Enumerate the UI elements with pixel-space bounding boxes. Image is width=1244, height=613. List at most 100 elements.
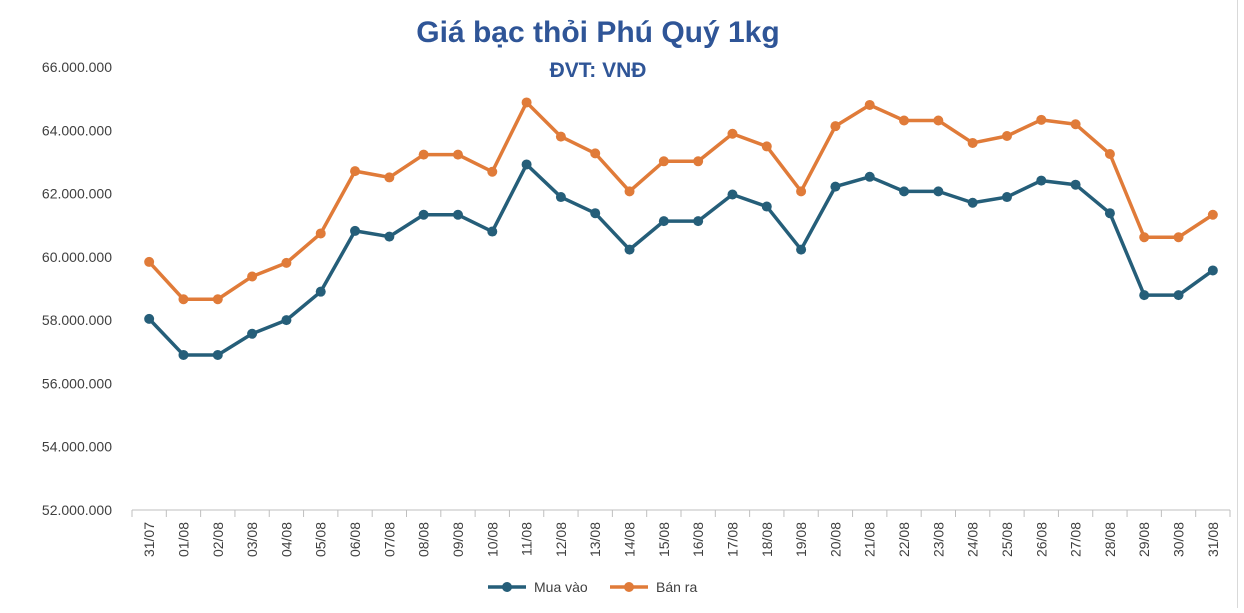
x-tick-label: 02/08 [210,522,226,557]
x-tick-label: 05/08 [313,522,329,557]
data-point[interactable] [350,166,361,177]
y-tick-label: 52.000.000 [42,502,112,518]
data-point[interactable] [899,115,910,126]
data-point[interactable] [418,209,429,220]
data-point[interactable] [418,149,429,160]
data-point[interactable] [727,128,738,139]
data-point[interactable] [212,349,223,360]
data-point[interactable] [658,216,669,227]
x-tick-label: 01/08 [175,522,191,557]
data-point[interactable] [1139,290,1150,301]
data-point[interactable] [247,328,258,339]
data-point[interactable] [178,294,189,305]
chart-subtitle: ĐVT: VNĐ [550,59,647,82]
data-point[interactable] [1207,265,1218,276]
data-point[interactable] [1001,130,1012,141]
data-point[interactable] [624,244,635,255]
data-point[interactable] [212,294,223,305]
data-point[interactable] [521,159,532,170]
data-point[interactable] [967,197,978,208]
data-point[interactable] [1104,149,1115,160]
data-point[interactable] [1070,119,1081,130]
data-point[interactable] [796,186,807,197]
x-tick-label: 24/08 [965,522,981,557]
data-point[interactable] [1001,192,1012,203]
y-tick-label: 54.000.000 [42,439,112,455]
legend-marker [624,582,634,592]
data-point[interactable] [1104,208,1115,219]
series-ban-ra [144,97,1218,305]
data-point[interactable] [761,141,772,152]
data-point[interactable] [727,189,738,200]
data-point[interactable] [144,256,155,267]
chart-title: Giá bạc thỏi Phú Quý 1kg [416,16,779,49]
x-axis-ticks: 31/07 01/08 02/08 03/08 04/08 05/08 06/08 07/08… [131,510,1231,557]
legend: Mua vào Bán ra [488,579,697,595]
series-line [147,162,1214,357]
data-point[interactable] [933,186,944,197]
data-point[interactable] [1139,232,1150,243]
data-point[interactable] [830,181,841,192]
data-point[interactable] [315,228,326,239]
x-tick-label: 03/08 [244,522,260,557]
x-tick-label: 12/08 [553,522,569,557]
data-point[interactable] [658,156,669,167]
data-point[interactable] [1207,209,1218,220]
data-point[interactable] [521,97,532,108]
data-point[interactable] [384,172,395,183]
data-point[interactable] [487,166,498,177]
x-tick-label: 28/08 [1102,522,1118,557]
data-point[interactable] [1070,179,1081,190]
data-point[interactable] [281,315,292,326]
data-point[interactable] [452,209,463,220]
right-border [1237,0,1238,608]
data-point[interactable] [384,231,395,242]
data-point[interactable] [487,226,498,237]
x-tick-label: 11/08 [519,522,535,556]
x-tick-label: 04/08 [278,522,294,557]
data-point[interactable] [350,225,361,236]
data-point[interactable] [864,99,875,110]
data-point[interactable] [967,137,978,148]
y-tick-label: 64.000.000 [42,122,112,138]
x-tick-label: 08/08 [416,522,432,557]
data-point[interactable] [624,186,635,197]
data-point[interactable] [315,286,326,297]
x-tick-label: 17/08 [724,522,740,557]
data-point[interactable] [693,216,704,227]
data-point[interactable] [281,257,292,268]
data-point[interactable] [247,271,258,282]
x-tick-label: 13/08 [587,522,603,557]
data-point[interactable] [590,148,601,159]
data-point[interactable] [178,349,189,360]
x-tick-label: 10/08 [484,522,500,557]
data-point[interactable] [761,201,772,212]
data-point[interactable] [933,115,944,126]
data-point[interactable] [590,208,601,219]
x-tick-label: 18/08 [759,522,775,557]
x-tick-label: 06/08 [347,522,363,557]
data-point[interactable] [830,121,841,132]
data-point[interactable] [144,313,155,324]
y-tick-label: 58.000.000 [42,312,112,328]
x-tick-label: 20/08 [827,522,843,557]
legend-marker [502,582,512,592]
data-point[interactable] [555,192,566,203]
x-tick-label: 09/08 [450,522,466,557]
data-point[interactable] [864,171,875,182]
data-point[interactable] [1036,175,1047,186]
x-tick-label: 22/08 [896,522,912,557]
data-point[interactable] [452,149,463,160]
data-point[interactable] [1173,290,1184,301]
y-tick-label: 62.000.000 [42,186,112,202]
x-tick-label: 21/08 [862,522,878,557]
data-point[interactable] [899,186,910,197]
x-tick-label: 30/08 [1171,522,1187,557]
data-point[interactable] [555,131,566,142]
data-point[interactable] [796,244,807,255]
x-tick-label: 16/08 [690,522,706,557]
y-tick-label: 66.000.000 [42,59,112,75]
data-point[interactable] [693,156,704,167]
data-point[interactable] [1173,232,1184,243]
data-point[interactable] [1036,114,1047,125]
